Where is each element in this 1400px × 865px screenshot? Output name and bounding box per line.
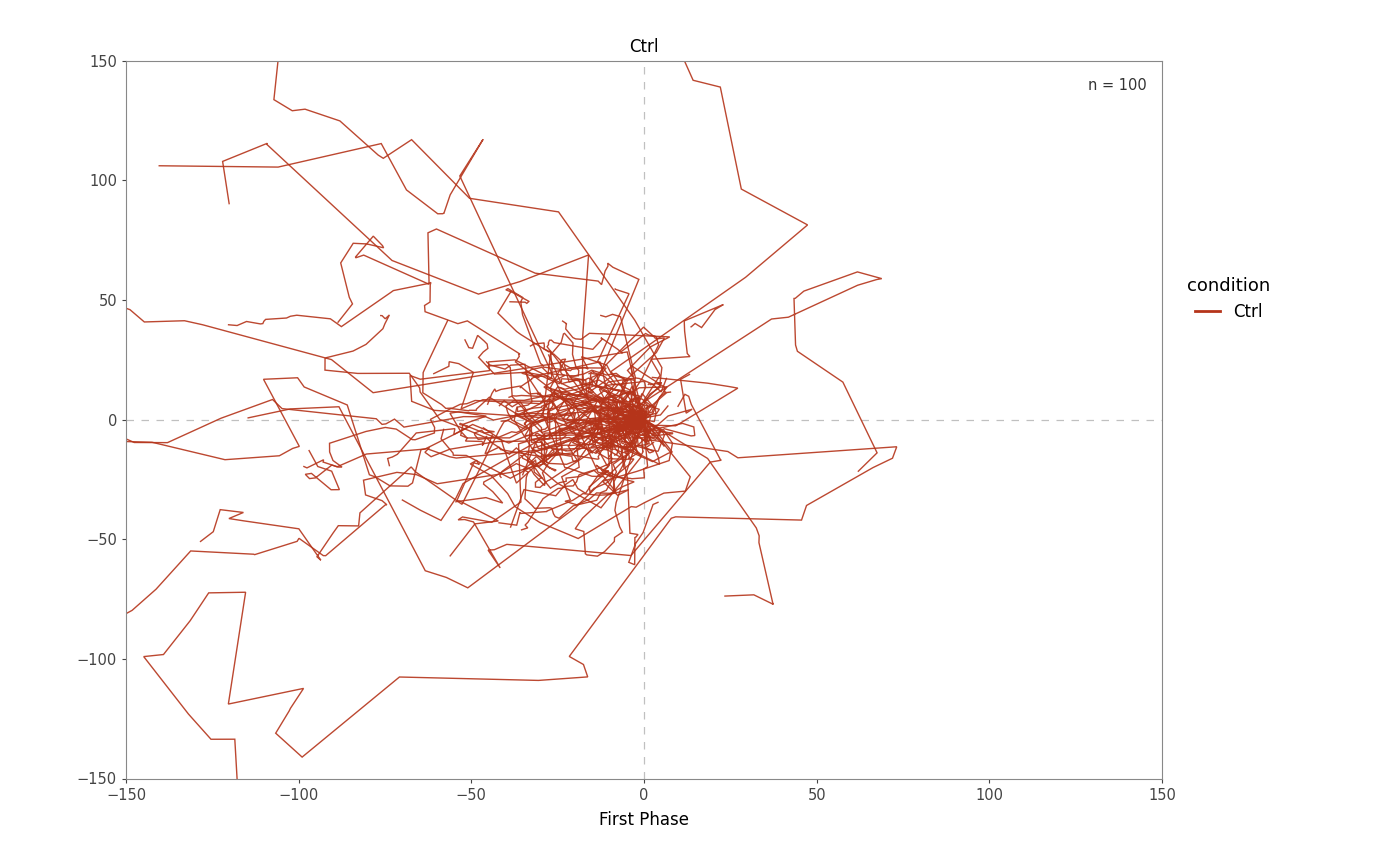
Title: Ctrl: Ctrl	[629, 38, 659, 56]
Legend: Ctrl: Ctrl	[1180, 270, 1277, 328]
Text: n = 100: n = 100	[1088, 79, 1147, 93]
X-axis label: First Phase: First Phase	[599, 811, 689, 829]
